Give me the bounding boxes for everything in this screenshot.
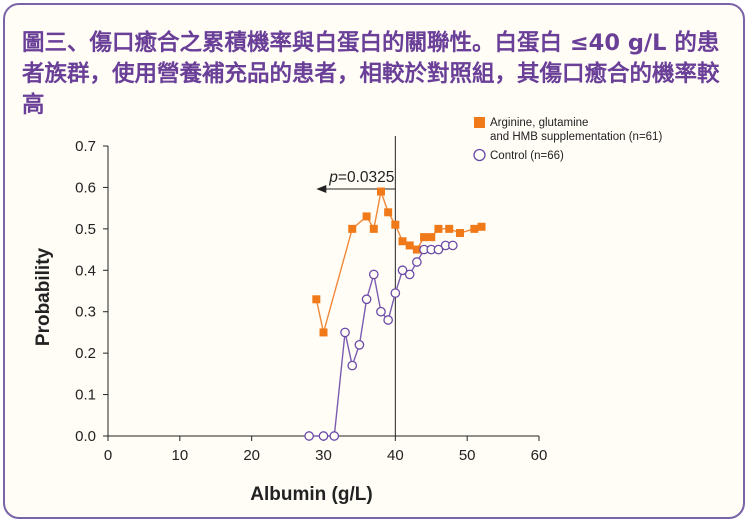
supplement-point (470, 224, 479, 233)
control-point (347, 360, 358, 371)
control-point (329, 431, 340, 441)
p-value-label: p=0.0325 (328, 169, 394, 186)
series-line-1 (309, 244, 453, 437)
threshold-annotation: p=0.0325 (316, 136, 396, 436)
supplement-point (405, 241, 414, 250)
supplement-point (412, 245, 421, 254)
legend-entry-text: and HMB supplementation (n=61) (490, 131, 662, 143)
figure-frame (3, 3, 745, 519)
figure-title: 圖三、傷口癒合之累積機率與白蛋白的關聯性。白蛋白 ≤40 g/L 的患者族群，使… (22, 30, 720, 118)
y-tick-label: 0.3 (75, 304, 96, 321)
control-point (404, 269, 415, 280)
supplement-point (420, 233, 429, 242)
supplement-point (384, 208, 393, 217)
legend-entry-text: Arginine, glutamine (490, 117, 588, 129)
control-point (318, 431, 329, 441)
control-point (361, 294, 372, 305)
supplement-point (477, 222, 486, 231)
y-tick-label: 0.2 (75, 345, 96, 362)
supplement-point (319, 328, 328, 337)
control-point (397, 265, 408, 276)
control-point (368, 269, 379, 280)
legend-circle-marker (473, 148, 486, 162)
series-line-0 (315, 188, 482, 333)
y-tick-label: 0.5 (75, 221, 96, 238)
supplement-point (312, 295, 321, 304)
x-tick-label: 50 (459, 447, 476, 464)
control-point (354, 340, 365, 350)
x-tick-label: 0 (104, 447, 112, 464)
supplement-point (369, 224, 378, 233)
supplement-point (434, 224, 443, 233)
control-point (376, 306, 386, 317)
supplement-point (398, 237, 407, 246)
control-point (304, 431, 314, 441)
control-point (447, 240, 458, 251)
y-axis-title: Probability (33, 247, 54, 346)
legend-entry-text: Control (n=66) (490, 150, 564, 162)
arrow-head (316, 185, 327, 193)
x-tick-label: 40 (387, 447, 404, 464)
supplement-point (455, 229, 464, 237)
y-tick-label: 0.7 (75, 138, 96, 155)
x-axis-title: Albumin (g/L) (250, 484, 372, 505)
supplement-point (391, 220, 400, 229)
control-point (390, 288, 401, 298)
supplement-point (376, 187, 385, 196)
y-tick-label: 0.1 (75, 387, 96, 404)
control-point (340, 327, 350, 338)
supplement-point (445, 224, 454, 233)
x-tick-label: 20 (243, 447, 260, 464)
chart-legend: Arginine, glutamine and HMB supplementati… (473, 117, 662, 162)
control-point (412, 257, 422, 267)
legend-square-marker (474, 117, 485, 128)
chart-axes: 0 10 20 30 40 50 60 0.0 0.1 0.2 0.3 0.4 0.5 0.6 0.7 Alb… (33, 138, 547, 505)
y-tick-label: 0.4 (75, 262, 96, 279)
control-point (433, 244, 444, 255)
series-markers (304, 187, 486, 441)
control-point (383, 315, 393, 325)
x-tick-label: 10 (171, 447, 188, 464)
x-tick-label: 30 (315, 447, 332, 464)
y-tick-label: 0.0 (75, 428, 96, 445)
y-tick-label: 0.6 (75, 179, 96, 196)
x-tick-label: 60 (531, 447, 548, 464)
supplement-point (427, 233, 436, 242)
supplement-point (348, 224, 357, 233)
supplement-point (362, 212, 371, 221)
